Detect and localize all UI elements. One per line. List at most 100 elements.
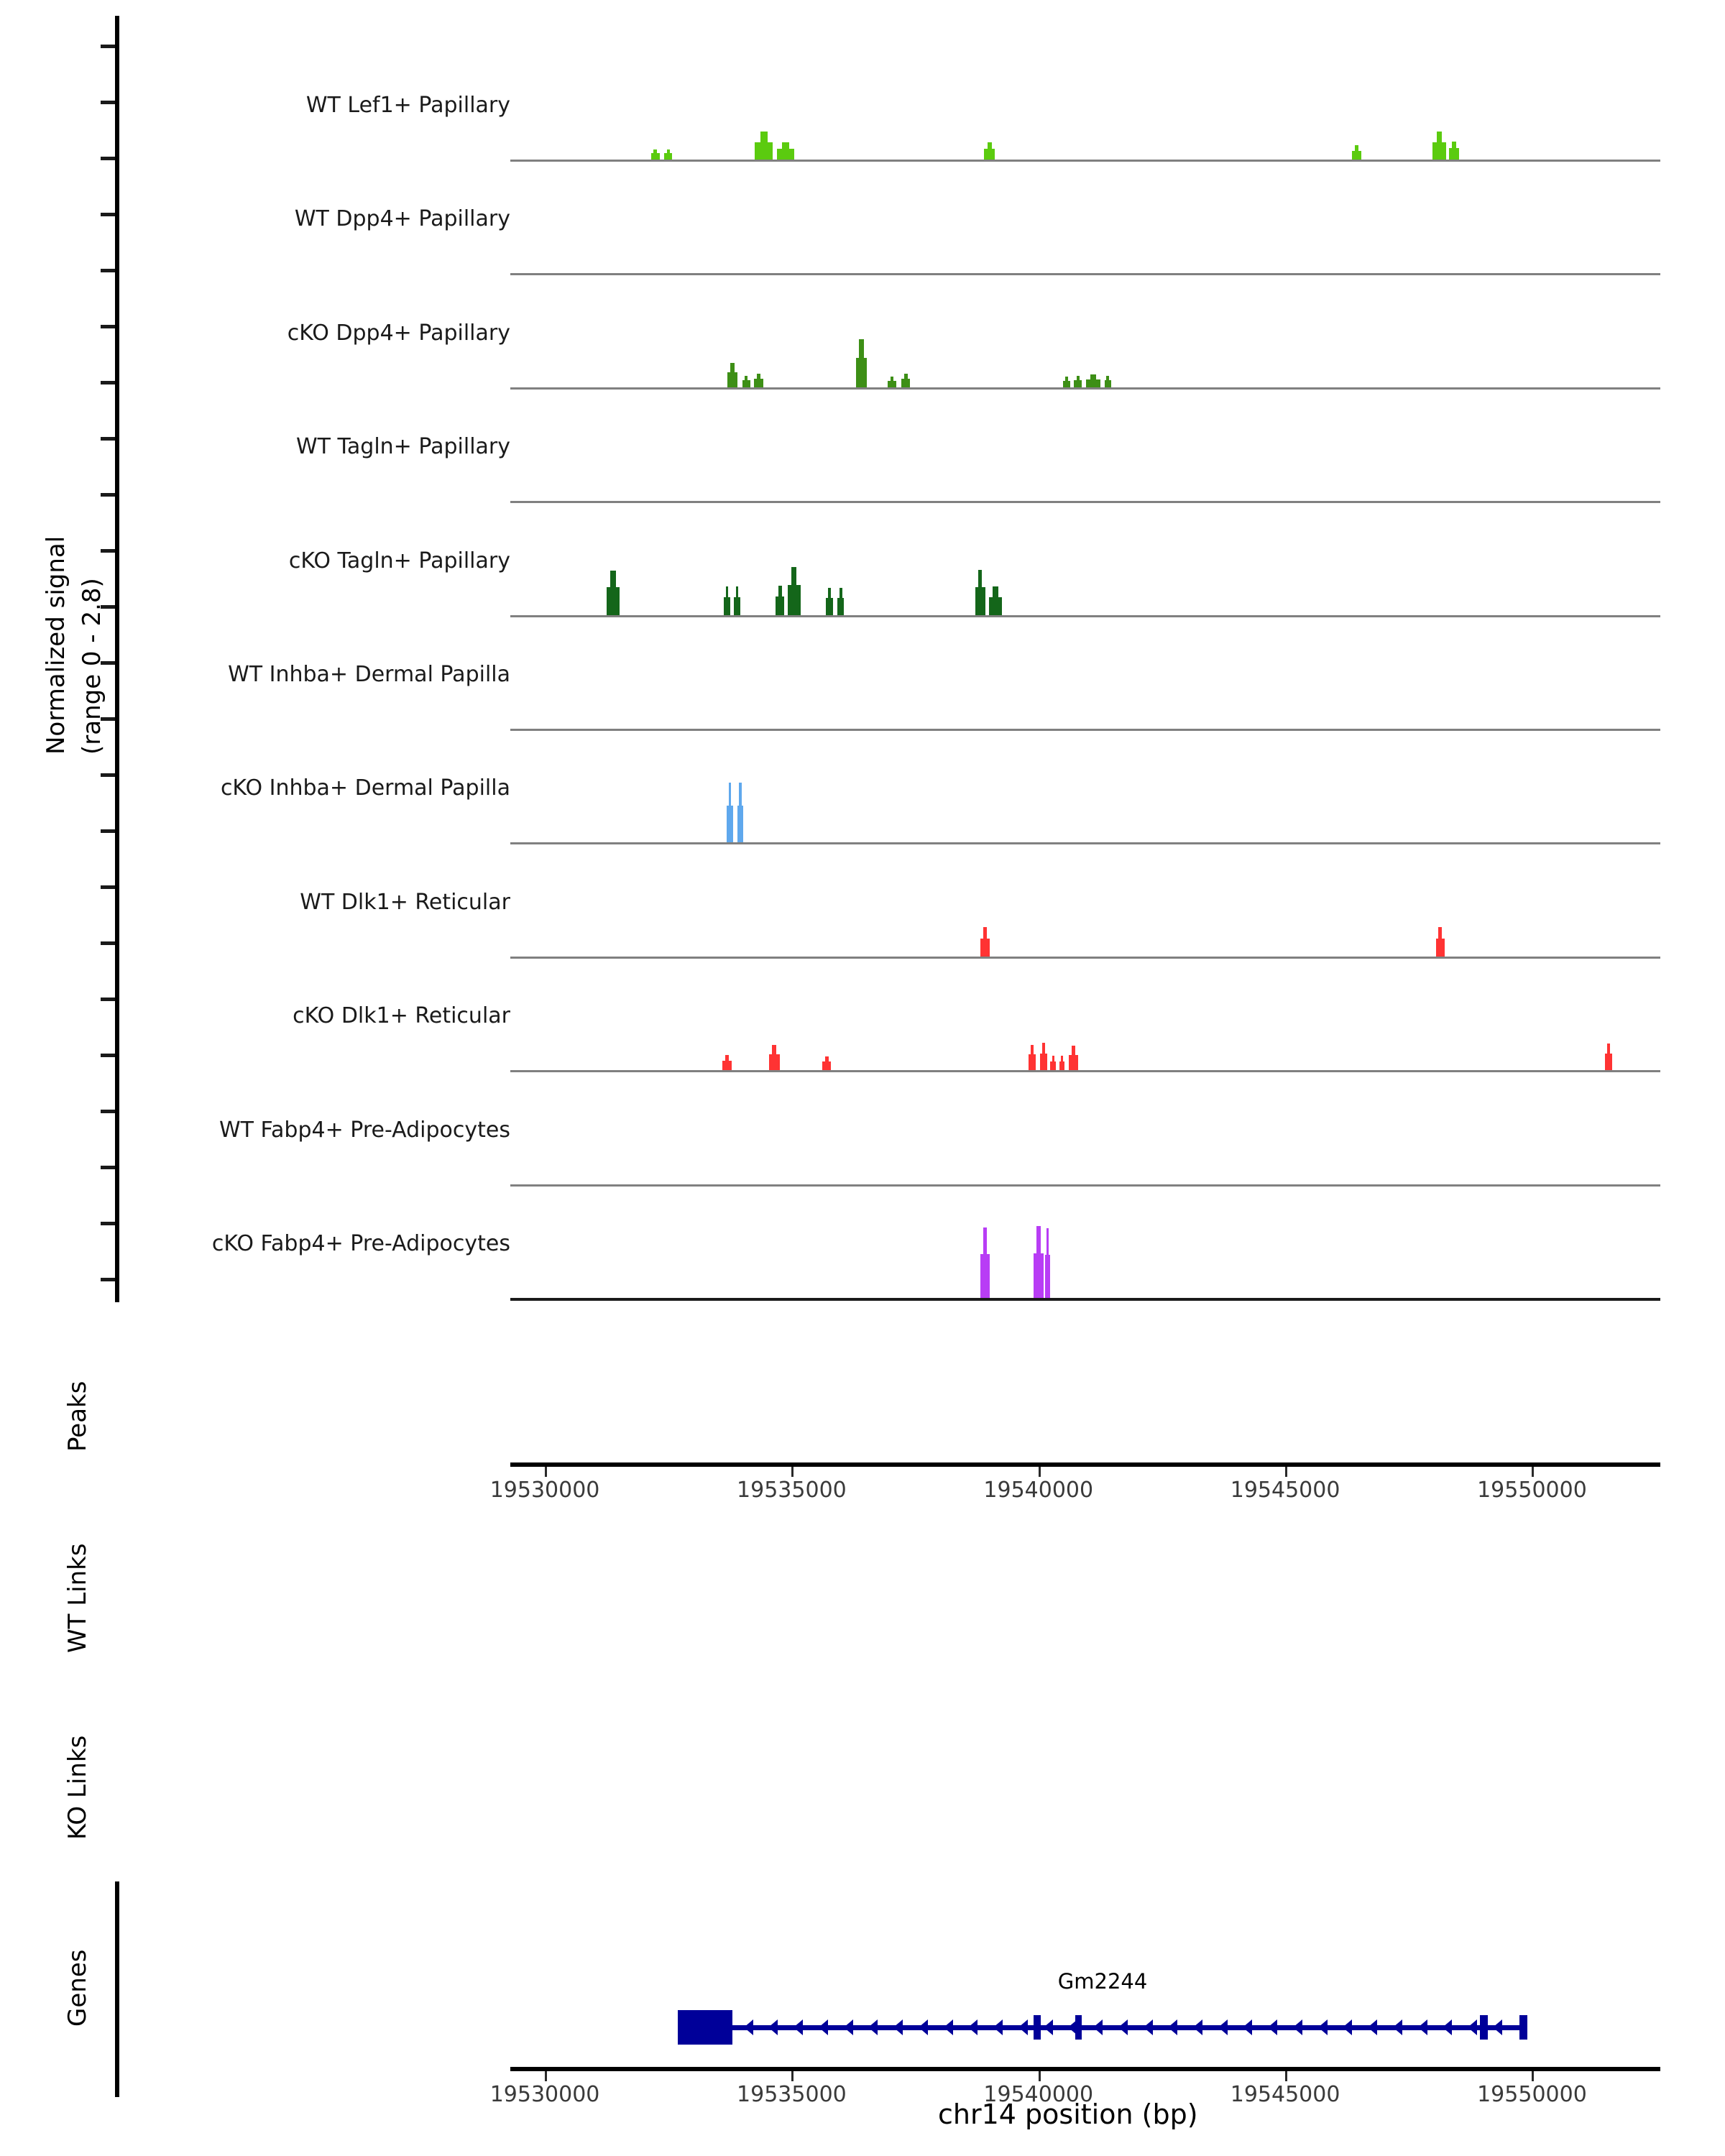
y-axis-tick [101, 493, 115, 497]
gene-exon-block [1033, 2015, 1041, 2040]
gene-strand-arrow-icon [1018, 2019, 1028, 2035]
track-label: WT Lef1+ Papillary [305, 93, 510, 118]
signal-peak-tip [725, 1054, 730, 1071]
track-baseline [510, 614, 1660, 617]
track-baseline [510, 1298, 1660, 1301]
signal-x-axis-line [510, 1462, 1660, 1467]
y-axis-tick [101, 437, 115, 441]
x-axis-tick [1038, 1467, 1041, 1477]
track-baseline [510, 956, 1660, 959]
x-axis-tick [545, 2071, 548, 2081]
track-label: WT Dlk1+ Reticular [300, 889, 510, 915]
gene-name-label: Gm2244 [1057, 1969, 1148, 1994]
x-axis-tick [1038, 2071, 1041, 2081]
gene-strand-arrow-icon [1243, 2019, 1253, 2035]
x-axis-tick-label: 19550000 [1477, 2082, 1587, 2107]
gene-strand-arrow-icon [1143, 2019, 1153, 2035]
y-axis-tick [101, 381, 115, 384]
signal-peak-tip [730, 362, 735, 387]
x-axis-tick-label: 19530000 [489, 1478, 600, 1503]
signal-peak-tip [1090, 374, 1096, 387]
y-axis-tick [101, 45, 115, 48]
y-axis-tick [101, 605, 115, 609]
signal-peak-tip [791, 567, 797, 615]
gene-exon-block [678, 2010, 732, 2045]
gene-strand-arrow-icon [1417, 2019, 1427, 2035]
gene-strand-arrow-icon [1168, 2019, 1178, 2035]
y-axis-tick [101, 101, 115, 104]
y-axis-tick [101, 1222, 115, 1225]
track-label: WT Inhba+ Dermal Papilla [228, 662, 510, 687]
track-baseline [510, 273, 1660, 276]
x-axis-tick [1285, 2071, 1288, 2081]
y-axis-tick [101, 885, 115, 889]
signal-peak-tip [839, 587, 842, 615]
y-axis-tick [101, 717, 115, 721]
track-baseline [510, 1184, 1660, 1187]
genes-y-axis-spine [115, 1881, 119, 2097]
gene-exon-block [1480, 2015, 1488, 2040]
track-label: cKO Fabp4+ Pre-Adipocytes [211, 1231, 510, 1256]
signal-peak-tip [1452, 141, 1456, 160]
signal-track [510, 1220, 1660, 1301]
gene-strand-arrow-icon [1317, 2019, 1328, 2035]
y-axis-tick [101, 325, 115, 328]
x-axis-tick-label: 19530000 [489, 2082, 600, 2107]
track-baseline [510, 842, 1660, 845]
signal-peak-tip [778, 586, 782, 615]
y-axis-tick [101, 1054, 115, 1057]
signal-peak-tip [1438, 927, 1443, 957]
signal-track [510, 310, 1660, 390]
y-axis-tick [101, 213, 115, 216]
gene-strand-arrow-icon [918, 2019, 928, 2035]
track-baseline [510, 501, 1660, 504]
track-baseline [510, 387, 1660, 390]
x-axis-tick [791, 2071, 794, 2081]
track-baseline [510, 729, 1660, 731]
gene-strand-arrow-icon [1268, 2019, 1278, 2035]
signal-peak-tip [1052, 1056, 1054, 1071]
signal-track [510, 82, 1660, 162]
gene-x-axis-line [510, 2067, 1660, 2071]
signal-peak-tip [760, 132, 768, 160]
signal-peak-tip [772, 1044, 777, 1071]
y-axis-tick [101, 1110, 115, 1113]
gene-strand-arrow-icon [1392, 2019, 1402, 2035]
signal-peak-tip [859, 339, 864, 387]
y-axis-tick [101, 829, 115, 833]
gene-strand-arrow-icon [1118, 2019, 1128, 2035]
signal-track [510, 879, 1660, 959]
y-axis-tick [101, 773, 115, 777]
section-label-wt-links: WT Links [63, 1543, 92, 1653]
track-label: cKO Dpp4+ Papillary [287, 320, 510, 346]
signal-track [510, 538, 1660, 617]
y-axis-tick [101, 661, 115, 665]
x-axis-title: chr14 position (bp) [938, 2099, 1198, 2130]
gene-strand-arrow-icon [893, 2019, 903, 2035]
signal-peak-tip [983, 927, 988, 957]
x-axis-tick-label: 19535000 [737, 1478, 847, 1503]
signal-peak-tip [1065, 377, 1069, 387]
signal-peak-tip [1046, 1227, 1049, 1298]
signal-peak-tip [828, 587, 832, 615]
y-axis-tick [101, 998, 115, 1001]
section-label-ko-links: KO Links [63, 1735, 92, 1840]
gene-strand-arrow-icon [768, 2019, 778, 2035]
track-label: WT Fabp4+ Pre-Adipocytes [219, 1117, 510, 1143]
gene-strand-arrow-icon [1443, 2019, 1453, 2035]
signal-peak-tip [1072, 1046, 1075, 1071]
signal-peak-tip [1041, 1043, 1046, 1071]
signal-peak-tip [728, 783, 732, 843]
signal-track [510, 423, 1660, 504]
x-axis-tick-label: 19540000 [983, 2082, 1094, 2107]
track-label: WT Dpp4+ Papillary [294, 206, 510, 232]
y-axis-tick [101, 157, 115, 160]
signal-peak-tip [756, 373, 760, 387]
x-axis-tick [1285, 1467, 1288, 1477]
y-axis-tick [101, 549, 115, 553]
x-axis-tick-label: 19545000 [1230, 1478, 1340, 1503]
signal-track [510, 1107, 1660, 1187]
y-axis-tick [101, 941, 115, 945]
gene-strand-arrow-icon [943, 2019, 953, 2035]
track-label: cKO Dlk1+ Reticular [293, 1003, 510, 1029]
